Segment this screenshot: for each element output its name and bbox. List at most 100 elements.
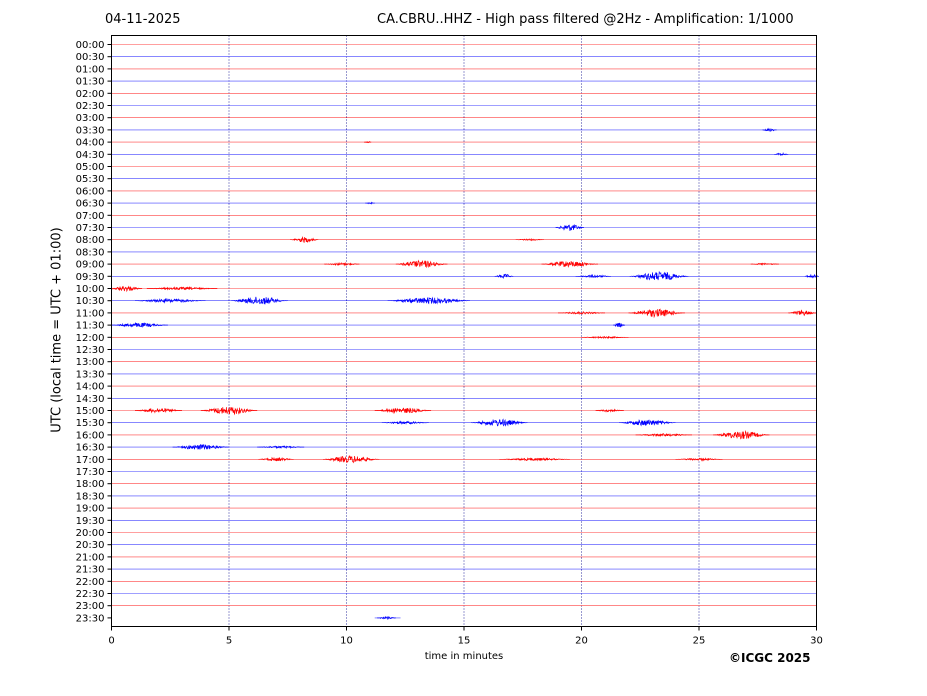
xtick-label: 10 xyxy=(340,636,353,647)
ytick-label: 09:30 xyxy=(76,272,105,283)
ytick-label: 20:00 xyxy=(76,528,105,539)
ytick-label: 11:30 xyxy=(76,321,105,332)
ytick-label: 14:00 xyxy=(76,382,105,393)
ytick-label: 05:00 xyxy=(76,162,105,173)
ytick-label: 05:30 xyxy=(76,174,105,185)
ytick-label: 01:00 xyxy=(76,64,105,75)
event-09:00-19.5 xyxy=(541,261,598,268)
ytick-label: 00:30 xyxy=(76,52,105,63)
event-17:00-10.2 xyxy=(323,455,380,464)
ytick-label: 10:30 xyxy=(76,296,105,307)
ytick-label: 06:00 xyxy=(76,186,105,197)
event-09:30-16.7 xyxy=(494,273,514,279)
ytick-label: 13:30 xyxy=(76,369,105,380)
ytick-label: 10:00 xyxy=(76,284,105,295)
event-10:30-13.5 xyxy=(387,296,470,305)
ytick-label: 14:30 xyxy=(76,394,105,405)
event-15:30-12.5 xyxy=(381,420,429,425)
event-11:30-21.6 xyxy=(613,322,625,328)
ytick-label: 19:00 xyxy=(76,504,105,515)
seismic-events xyxy=(109,127,819,620)
xtick-label: 5 xyxy=(226,636,232,647)
chart-title: CA.CBRU..HHZ - High pass filtered @2Hz -… xyxy=(377,12,794,27)
ytick-label: 17:00 xyxy=(76,455,105,466)
event-17:00-18 xyxy=(499,457,570,462)
ytick-label: 15:00 xyxy=(76,406,105,417)
ytick-label: 09:00 xyxy=(76,260,105,271)
ytick-label: 03:00 xyxy=(76,113,105,124)
event-16:00-23.5 xyxy=(635,433,692,438)
ytick-label: 12:00 xyxy=(76,333,105,344)
event-12:00-21 xyxy=(581,335,629,340)
event-07:30-19.5 xyxy=(555,224,584,231)
ytick-label: 03:30 xyxy=(76,125,105,136)
ytick-label: 19:30 xyxy=(76,516,105,527)
xtick-label: 25 xyxy=(693,636,706,647)
event-17:00-25 xyxy=(675,457,723,462)
ytick-label: 16:30 xyxy=(76,443,105,454)
ytick-label: 11:00 xyxy=(76,308,105,319)
event-04:00-10.9 xyxy=(364,140,372,144)
trace-lines xyxy=(111,44,817,619)
event-11:00-23.2 xyxy=(628,308,685,319)
ytick-label: 04:30 xyxy=(76,150,105,161)
ytick-label: 22:00 xyxy=(76,577,105,588)
event-23:30-11.7 xyxy=(377,615,396,620)
ytick-label: 21:00 xyxy=(76,552,105,563)
ytick-label: 18:30 xyxy=(76,491,105,502)
event-04:30-28.5 xyxy=(774,151,789,157)
event-16:30-3.8 xyxy=(172,443,229,450)
event-08:00-17.8 xyxy=(515,237,544,242)
event-10:30-2.5 xyxy=(135,297,206,304)
date-label: 04-11-2025 xyxy=(105,12,181,27)
xtick-label: 30 xyxy=(810,636,823,647)
xtick-label: 0 xyxy=(108,636,114,647)
event-09:00-9.8 xyxy=(324,261,360,267)
ytick-label: 06:30 xyxy=(76,199,105,210)
event-17:00-7 xyxy=(258,456,294,462)
ytick-label: 22:30 xyxy=(76,589,105,600)
ytick-label: 23:00 xyxy=(76,601,105,612)
ytick-label: 02:30 xyxy=(76,101,105,112)
ytick-label: 07:30 xyxy=(76,223,105,234)
event-09:00-13.2 xyxy=(395,259,448,269)
event-08:00-8.2 xyxy=(290,235,319,244)
ytick-label: 17:30 xyxy=(76,467,105,478)
event-10:00-3 xyxy=(146,286,218,291)
event-09:30-20.5 xyxy=(575,273,611,279)
event-15:00-21.2 xyxy=(595,408,624,413)
ytick-label: 02:00 xyxy=(76,89,105,100)
ytick-label: 23:30 xyxy=(76,613,105,624)
ytick-label: 18:00 xyxy=(76,479,105,490)
event-15:00-5 xyxy=(200,406,258,416)
event-11:00-20 xyxy=(558,310,605,315)
ytick-label: 08:00 xyxy=(76,235,105,246)
xtick-label: 20 xyxy=(575,636,588,647)
event-10:00-0.6 xyxy=(109,285,143,293)
event-15:30-22.8 xyxy=(619,419,676,427)
ytick-label: 04:00 xyxy=(76,138,105,149)
event-16:00-26.8 xyxy=(713,430,770,440)
ytick-label: 20:30 xyxy=(76,540,105,551)
grid-lines xyxy=(228,35,700,627)
ytick-label: 00:00 xyxy=(76,40,105,51)
event-11:30-1.2 xyxy=(111,321,168,328)
ytick-label: 13:00 xyxy=(76,357,105,368)
event-06:30-11 xyxy=(365,201,375,205)
event-10:30-6.3 xyxy=(231,296,288,305)
event-15:00-12.4 xyxy=(374,407,432,414)
event-03:30-28 xyxy=(762,127,777,132)
event-15:30-16.5 xyxy=(471,418,528,427)
ytick-label: 16:00 xyxy=(76,430,105,441)
event-11:00-29.4 xyxy=(788,309,817,317)
ytick-label: 12:30 xyxy=(76,345,105,356)
event-16:30-7.2 xyxy=(257,445,305,450)
ytick-label: 01:30 xyxy=(76,77,105,88)
xtick-label: 15 xyxy=(458,636,471,647)
ytick-label: 15:30 xyxy=(76,418,105,429)
event-09:30-23.3 xyxy=(629,270,689,281)
ytick-label: 21:30 xyxy=(76,565,105,576)
x-ticks: 0 5 10 15 20 25 30 xyxy=(108,626,823,647)
